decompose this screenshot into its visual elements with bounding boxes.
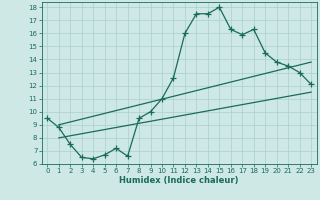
X-axis label: Humidex (Indice chaleur): Humidex (Indice chaleur): [119, 176, 239, 185]
